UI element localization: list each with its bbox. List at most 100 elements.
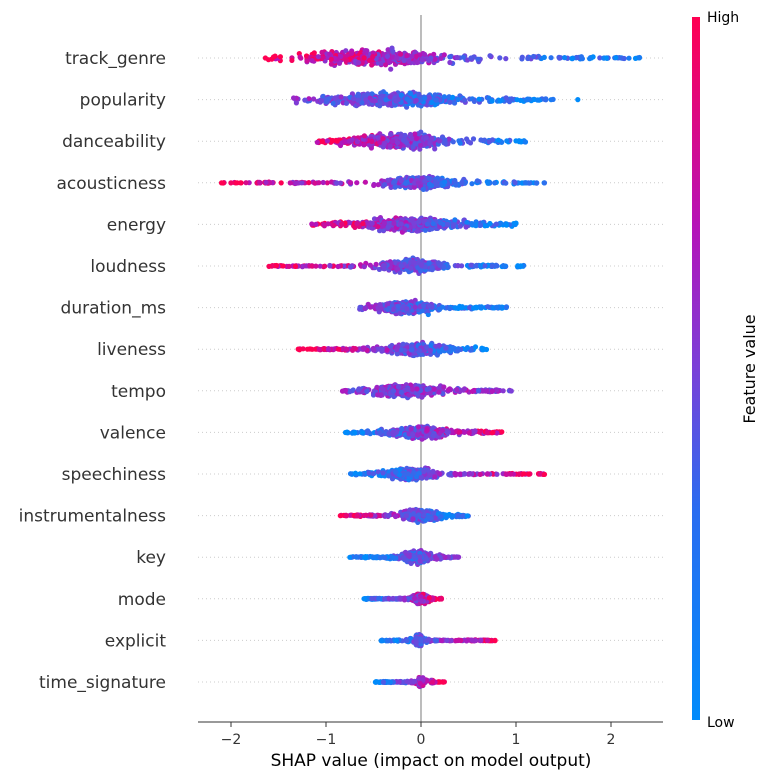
beeswarm-row-loudness [266, 255, 527, 276]
shap-point [422, 95, 428, 101]
shap-point [354, 180, 360, 186]
shap-point [404, 52, 410, 59]
shap-point [514, 97, 520, 103]
shap-point [485, 180, 491, 186]
shap-point [402, 226, 408, 232]
shap-point [626, 55, 632, 61]
shap-point [443, 345, 449, 351]
shap-point [349, 137, 355, 143]
beeswarm-row-danceability [314, 129, 529, 152]
shap-point [464, 219, 470, 226]
shap-point [381, 141, 387, 147]
beeswarm-row-energy [309, 215, 519, 235]
shap-point [411, 93, 417, 99]
shap-point [359, 100, 365, 106]
shap-point [385, 224, 391, 230]
shap-point [321, 223, 327, 229]
shap-point [478, 304, 484, 310]
shap-point [228, 180, 234, 186]
shap-point [351, 96, 357, 102]
shap-point [361, 345, 367, 351]
shap-point [464, 345, 470, 351]
beeswarm-row-popularity [291, 89, 581, 110]
shap-point [503, 95, 509, 101]
shap-point [398, 389, 404, 395]
shap-point [403, 140, 409, 146]
shap-point [328, 56, 334, 62]
shap-point [323, 99, 329, 105]
shap-point [420, 186, 426, 192]
shap-point [398, 221, 404, 227]
shap-point [380, 262, 386, 269]
shap-point [311, 96, 317, 102]
shap-point [423, 135, 429, 141]
shap-point [469, 181, 475, 187]
shap-point [478, 222, 484, 228]
shap-point [427, 140, 433, 146]
shap-point [459, 305, 465, 311]
shap-point [367, 57, 373, 64]
shap-point [394, 344, 401, 350]
shap-point [344, 57, 350, 64]
shap-point [335, 263, 341, 270]
shap-point [468, 55, 474, 61]
shap-point [485, 304, 491, 310]
shap-point [392, 178, 398, 184]
shap-point [384, 347, 390, 353]
beeswarm-row-tempo [339, 382, 514, 401]
shap-point [404, 306, 410, 312]
shap-point [500, 388, 506, 394]
shap-point [378, 60, 384, 66]
shap-point [503, 222, 510, 228]
shap-point [373, 261, 379, 267]
shap-point [603, 55, 609, 61]
shap-point [347, 180, 354, 186]
shap-point [444, 221, 451, 228]
shap-point [395, 384, 402, 390]
shap-point [387, 94, 393, 100]
shap-point [289, 57, 295, 64]
shap-point [313, 263, 319, 269]
shap-point [472, 344, 479, 350]
shap-point [426, 57, 432, 64]
shap-point [414, 386, 420, 392]
shap-point [379, 385, 385, 392]
shap-point [369, 91, 375, 97]
shap-point [482, 223, 488, 229]
shap-point [319, 49, 325, 56]
shap-point [436, 342, 442, 348]
shap-point [398, 263, 404, 269]
shap-point [597, 55, 603, 61]
shap-point [464, 136, 470, 142]
shap-point [315, 54, 321, 60]
shap-point [237, 180, 244, 186]
shap-point [427, 182, 434, 188]
shap-point [394, 55, 400, 61]
shap-point [360, 221, 366, 227]
shap-point [413, 97, 419, 103]
shap-point [457, 223, 463, 229]
shap-point [613, 55, 619, 61]
shap-point [371, 347, 377, 353]
shap-point [342, 387, 349, 394]
shap-point [363, 97, 369, 103]
shap-point [299, 180, 305, 186]
shap-point [328, 61, 334, 67]
shap-point [493, 221, 499, 227]
shap-point [394, 140, 401, 146]
shap-point [534, 180, 540, 186]
shap-point [411, 259, 417, 265]
shap-point [400, 341, 406, 347]
shap-point [441, 94, 447, 100]
shap-point [331, 222, 337, 228]
shap-point [430, 221, 436, 227]
shap-point [454, 387, 460, 393]
shap-point [421, 303, 427, 309]
shap-point [419, 394, 425, 400]
shap-point [343, 48, 349, 54]
shap-point [416, 219, 422, 225]
shap-point [575, 97, 581, 103]
shap-point [471, 98, 477, 104]
shap-point [361, 142, 367, 148]
shap-point [304, 58, 310, 64]
